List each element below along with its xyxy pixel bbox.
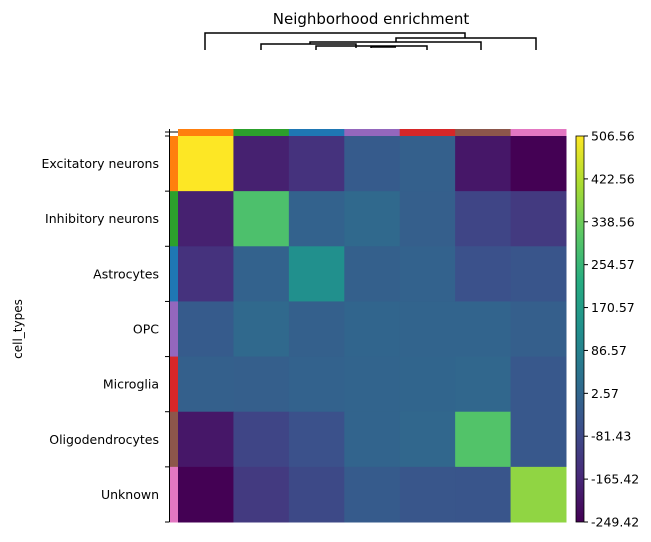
row-category-swatch: [170, 466, 178, 523]
heatmap-cell: [510, 246, 567, 302]
heatmap-cell: [455, 191, 512, 247]
heatmap-cell: [288, 191, 345, 247]
dendrogram-branch: [260, 43, 357, 50]
row-category-swatch: [170, 136, 178, 192]
row-label: Microglia: [103, 377, 159, 392]
heatmap-cell: [178, 411, 234, 468]
heatmap-cell: [344, 246, 401, 302]
colorbar-gradient: [575, 135, 585, 523]
row-category-swatch: [170, 356, 178, 413]
heatmap-cell: [344, 301, 401, 358]
heatmap-cell: [510, 136, 567, 192]
heatmap-cell: [344, 136, 401, 192]
heatmap-cell: [233, 136, 290, 192]
heatmap-cell: [399, 246, 456, 302]
dendrogram-branch: [370, 46, 396, 48]
heatmap-cell: [455, 246, 512, 302]
heatmap-cell: [455, 136, 512, 192]
heatmap-cells: [178, 136, 567, 523]
column-category-swatch: [510, 129, 567, 136]
heatmap-cell: [399, 411, 456, 468]
heatmap-cell: [178, 301, 234, 358]
heatmap-cell: [344, 191, 401, 247]
row-label: OPC: [133, 322, 159, 337]
heatmap-cell: [455, 356, 512, 413]
colorbar: [575, 135, 585, 523]
heatmap-cell: [288, 466, 345, 523]
row-label: Oligodendrocytes: [49, 432, 159, 447]
heatmap-cell: [344, 356, 401, 413]
row-label: Astrocytes: [93, 266, 159, 281]
heatmap-cell: [399, 136, 456, 192]
dendrogram-branch: [204, 32, 466, 50]
chart-title: Neighborhood enrichment: [273, 10, 470, 28]
row-category-bar: [165, 129, 178, 523]
row-category-swatch: [170, 411, 178, 468]
heatmap-cell: [288, 356, 345, 413]
column-category-swatch: [288, 129, 345, 136]
heatmap-cell: [233, 466, 290, 523]
heatmap-cell: [178, 191, 234, 247]
dendrogram-branch: [315, 45, 428, 50]
row-labels: Excitatory neurons Inhibitory neurons Astr…: [41, 156, 159, 502]
column-category-swatch: [344, 129, 401, 136]
heatmap-cell: [233, 411, 290, 468]
dendrogram-branch: [395, 37, 537, 50]
dendrogram-branch: [309, 41, 356, 44]
colorbar-tick-label: 338.56: [591, 214, 635, 229]
colorbar-ticks: 506.56 422.56 338.56 254.57 170.57 86.57 2.57 -…: [584, 129, 639, 530]
colorbar-tick-label: 254.57: [591, 257, 635, 272]
column-category-swatch: [399, 129, 456, 136]
heatmap-cell: [510, 356, 567, 413]
colorbar-tick-label: 86.57: [591, 343, 627, 358]
colorbar-tick-label: 2.57: [591, 386, 619, 401]
heatmap-cell: [233, 356, 290, 413]
row-label: Inhibitory neurons: [45, 211, 159, 226]
heatmap-cell: [399, 301, 456, 358]
heatmap-cell: [344, 411, 401, 468]
heatmap-cell: [233, 191, 290, 247]
heatmap-cell: [510, 191, 567, 247]
heatmap-cell: [399, 356, 456, 413]
row-category-swatch: [170, 191, 178, 247]
heatmap-cell: [399, 191, 456, 247]
colorbar-tick-label: 170.57: [591, 300, 635, 315]
row-category-swatch: [170, 301, 178, 358]
y-axis-label: cell_types: [11, 299, 25, 359]
column-category-bar: [169, 129, 567, 136]
heatmap-cell: [344, 466, 401, 523]
row-category-swatch: [170, 246, 178, 302]
row-label: Unknown: [101, 487, 159, 502]
heatmap-cell: [178, 136, 234, 192]
colorbar-tick-label: -81.43: [591, 429, 631, 444]
heatmap-cell: [178, 246, 234, 302]
heatmap-cell: [288, 301, 345, 358]
heatmap-cell: [233, 301, 290, 358]
dendrogram-branch: [356, 41, 482, 50]
heatmap-cell: [510, 301, 567, 358]
heatmap-cell: [178, 356, 234, 413]
row-label: Excitatory neurons: [41, 156, 159, 171]
column-category-swatch: [178, 129, 234, 136]
colorbar-tick-label: -165.42: [591, 472, 639, 487]
heatmap-cell: [288, 246, 345, 302]
heatmap-cell: [178, 466, 234, 523]
colorbar-tick-label: -249.42: [591, 515, 639, 530]
heatmap-cell: [288, 136, 345, 192]
heatmap-cell: [455, 466, 512, 523]
column-category-swatch: [455, 129, 512, 136]
column-category-swatch: [233, 129, 290, 136]
heatmap-cell: [399, 466, 456, 523]
heatmap-cell: [455, 411, 512, 468]
heatmap-cell: [455, 301, 512, 358]
heatmap-cell: [233, 246, 290, 302]
colorbar-tick-label: 506.56: [591, 129, 635, 144]
dendrogram: [204, 32, 537, 50]
colorbar-tick-label: 422.56: [591, 171, 635, 186]
heatmap-cell: [510, 411, 567, 468]
heatmap-cell: [288, 411, 345, 468]
heatmap-cell: [510, 466, 567, 523]
